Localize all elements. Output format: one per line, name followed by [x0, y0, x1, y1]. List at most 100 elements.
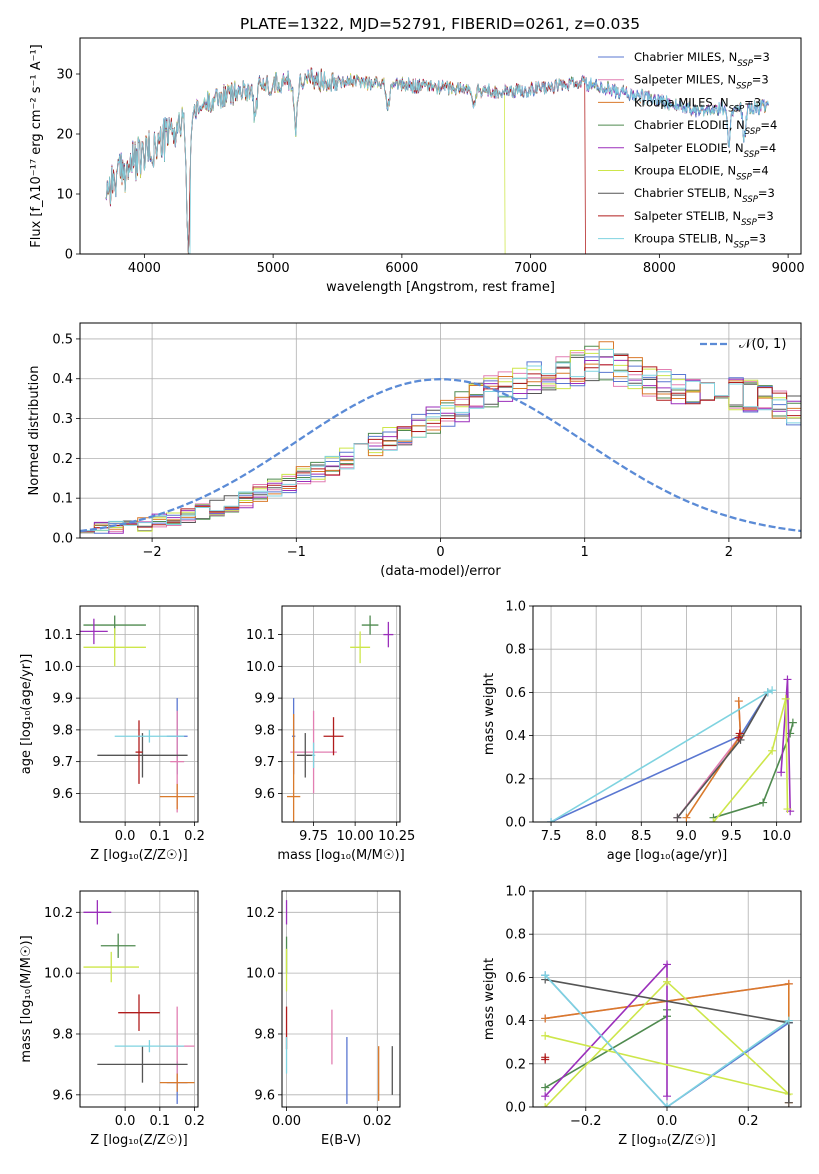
- y-tick-label: 0.6: [505, 686, 526, 701]
- y-tick-label: 0.4: [505, 1014, 526, 1029]
- y-tick-label: 0.4: [505, 729, 526, 744]
- axes-frame: [532, 890, 802, 1108]
- gaussian-curve: [80, 378, 801, 533]
- weight-line-kroupa_elodie: [544, 980, 792, 1107]
- weight-marker-kroupa_miles: [541, 1014, 550, 1023]
- weight-marker-kroupa_elodie: [541, 1103, 550, 1107]
- y-tick-label: 9.6: [52, 1088, 73, 1103]
- x-tick-label: 0: [436, 545, 444, 560]
- axes-frame: [79, 890, 199, 1108]
- weight-marker-kroupa_miles: [734, 697, 743, 706]
- y-tick-label: 0.0: [505, 1101, 526, 1116]
- y-axis-label: Normed distribution: [27, 366, 42, 496]
- weight-marker-kroupa_elodie: [781, 694, 790, 703]
- y-tick-label: 0.1: [52, 492, 73, 507]
- weight-marker-salpeter_elodie: [541, 1092, 550, 1101]
- y-tick-label: 10.1: [44, 628, 73, 643]
- y-tick-label: 0.0: [52, 532, 73, 547]
- weight-marker-chabrier_elodie: [759, 798, 768, 807]
- weight-marker-salpeter_elodie: [663, 1092, 671, 1101]
- weight-marker-kroupa_miles: [682, 813, 691, 822]
- weight-marker-kroupa_stelib: [663, 1103, 671, 1107]
- spectrum-line-kroupa_stelib: [105, 68, 769, 254]
- x-axis-label: age [log₁₀(age/yr)]: [607, 848, 728, 863]
- weight-marker-salpeter_elodie: [663, 960, 671, 969]
- grid: [80, 606, 198, 822]
- y-axis-label: mass weight: [482, 958, 497, 1040]
- x-tick-label: 0.0: [115, 1114, 136, 1129]
- x-tick-label: −1: [287, 545, 306, 560]
- grid: [80, 891, 198, 1107]
- x-tick-label: 7.5: [541, 829, 562, 844]
- weight-marker-kroupa_elodie: [663, 977, 671, 986]
- y-tick-label: 10: [56, 188, 73, 203]
- axes-residuals: −2 −1 0 1 2 0.0 0.1 0.2 0.3 0.4 0.5 (data-model)/er…: [27, 322, 802, 579]
- weight-marker-salpeter_stelib: [735, 729, 744, 738]
- x-tick-label: 0.2: [184, 1114, 205, 1129]
- axes-frame: [79, 37, 802, 255]
- x-tick-label: 6000: [385, 261, 418, 276]
- x-tick-label: −2: [143, 545, 162, 560]
- y-axis-label: age [log₁₀(age/yr)]: [19, 654, 34, 775]
- plot-area: [541, 960, 793, 1107]
- y-tick-label: 0.8: [505, 928, 526, 943]
- y-tick-label: 9.8: [52, 1027, 73, 1042]
- y-tick-label: 0.2: [52, 452, 73, 467]
- y-tick-label: 10.0: [44, 660, 73, 675]
- x-axis-label: (data-model)/error: [380, 564, 501, 579]
- axes-mass-weight-vs-age: 7.5 8.0 8.5 9.0 9.5 10.0 0.0 0.2 0.4 0.6 0.8 1.0 age…: [482, 600, 802, 863]
- weight-marker-kroupa_elodie: [783, 805, 792, 814]
- weight-marker-kroupa_stelib: [547, 818, 556, 822]
- plot-area: [547, 675, 797, 822]
- x-tick-label: 10.00: [337, 829, 374, 844]
- x-tick-label: 0.02: [363, 1114, 392, 1129]
- y-tick-label: 10.2: [246, 906, 275, 921]
- weight-marker-salpeter_elodie: [783, 675, 792, 684]
- y-tick-label: 9.6: [52, 787, 73, 802]
- y-tick-label: 9.7: [254, 755, 275, 770]
- y-tick-label: 0: [65, 248, 73, 263]
- x-tick-label: 0.1: [149, 1114, 170, 1129]
- x-axis-label: Z [log₁₀(Z/Z☉)]: [618, 1133, 715, 1148]
- y-tick-label: 1.0: [505, 885, 526, 900]
- y-tick-label: 0.6: [505, 971, 526, 986]
- plot-area: [105, 67, 769, 254]
- y-tick-label: 0.2: [505, 772, 526, 787]
- axes-frame: [281, 605, 401, 823]
- axes-frame: [79, 322, 802, 539]
- y-tick-label: 10.0: [44, 967, 73, 982]
- axes-frame: [79, 605, 199, 823]
- x-tick-label: 1: [581, 545, 589, 560]
- x-tick-label: 8.5: [631, 829, 652, 844]
- x-axis-label: Z [log₁₀(Z/Z☉)]: [90, 848, 187, 863]
- axes-frame: [532, 605, 802, 823]
- weight-line-kroupa_elodie: [712, 698, 789, 822]
- plot-area: [83, 900, 195, 1104]
- weight-marker-chabrier_stelib: [784, 1098, 793, 1107]
- weight-line-kroupa_stelib: [544, 974, 790, 1107]
- axes-age-vs-mass: 9.75 10.00 10.25 9.6 9.7 9.8 9.9 10.0 10.1 mass […: [246, 605, 415, 863]
- y-tick-label: 0.8: [505, 643, 526, 658]
- y-tick-label: 9.9: [52, 692, 73, 707]
- axes-frame: [281, 890, 401, 1108]
- x-tick-label: 0.2: [738, 1114, 759, 1129]
- plot-area: [285, 900, 393, 1104]
- x-axis-label: Z [log₁₀(Z/Z☉)]: [90, 1133, 187, 1148]
- y-tick-label: 9.8: [254, 1027, 275, 1042]
- weight-marker-kroupa_miles: [784, 979, 793, 988]
- y-tick-label: 9.6: [254, 787, 275, 802]
- weight-marker-kroupa_stelib: [768, 686, 777, 695]
- x-tick-label: 7000: [514, 261, 547, 276]
- axes-mass-weight-vs-Z: −0.2 0.0 0.2 0.0 0.2 0.4 0.6 0.8 1.0 Z [log₁₀(Z/Z…: [482, 885, 802, 1148]
- y-tick-label: 0.2: [505, 1057, 526, 1072]
- axes-mass-vs-EBV: 0.00 0.02 9.6 9.8 10.0 10.2 E(B-V): [246, 890, 401, 1148]
- weight-marker-chabrier_elodie: [786, 729, 795, 738]
- x-tick-label: 0.2: [184, 829, 205, 844]
- weight-marker-salpeter_stelib: [541, 1053, 550, 1062]
- y-axis-label: mass weight: [482, 673, 497, 755]
- x-tick-label: 0.0: [115, 829, 136, 844]
- weight-marker-kroupa_elodie: [768, 746, 777, 755]
- x-tick-label: −0.2: [570, 1114, 602, 1129]
- y-tick-label: 9.8: [52, 723, 73, 738]
- axes-spectrum: 4000 5000 6000 7000 8000 9000 0 10 20 30 wavelengt…: [29, 37, 805, 295]
